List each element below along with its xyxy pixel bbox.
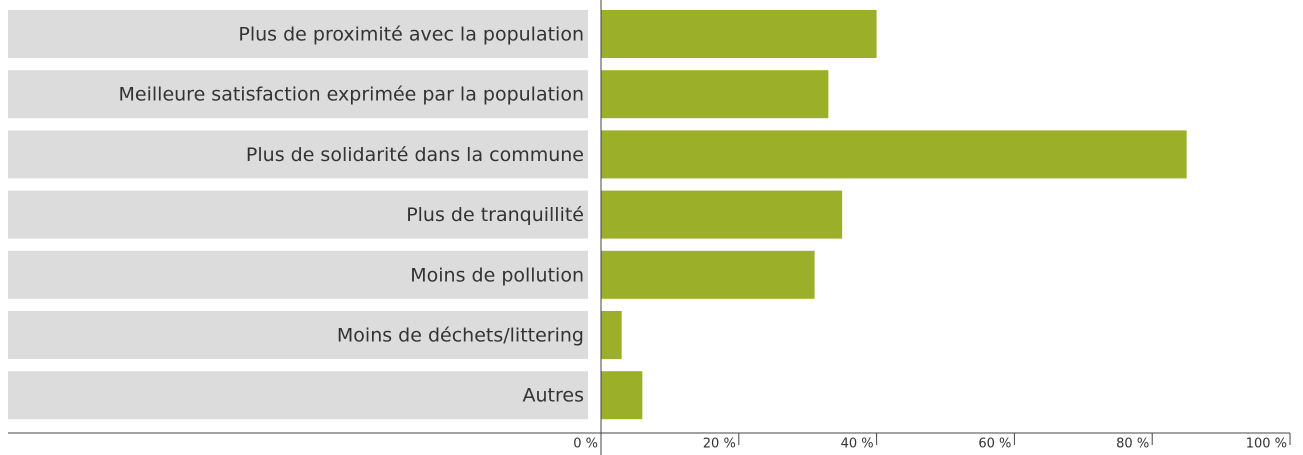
x-tick-label: 20 % [703, 437, 736, 452]
category-label: Autres [523, 385, 584, 407]
label-box [8, 371, 588, 420]
category-label: Moins de pollution [410, 264, 584, 286]
x-tick-label: 0 % [573, 437, 598, 452]
x-tick-label: 40 % [841, 437, 874, 452]
category-label: Plus de proximité avec la population [238, 24, 584, 46]
label-box [8, 311, 588, 359]
label-box [8, 190, 588, 239]
bar [601, 130, 1187, 179]
bar [601, 190, 843, 239]
label-box [8, 250, 588, 299]
label-box [8, 70, 588, 119]
bar [601, 70, 829, 119]
label-box [8, 10, 588, 58]
label-box [8, 130, 588, 179]
category-label: Plus de solidarité dans la commune [246, 144, 584, 166]
x-tick-label: 80 % [1116, 437, 1149, 452]
bar [601, 311, 622, 359]
category-label: Meilleure satisfaction exprimée par la p… [119, 84, 584, 106]
bar [601, 371, 643, 420]
category-label: Moins de déchets/littering [337, 325, 584, 347]
x-tick-label: 60 % [978, 437, 1011, 452]
category-label: Plus de tranquillité [406, 204, 584, 226]
x-tick-label: 100 % [1246, 437, 1287, 452]
bar [601, 10, 877, 58]
bar [601, 250, 815, 299]
